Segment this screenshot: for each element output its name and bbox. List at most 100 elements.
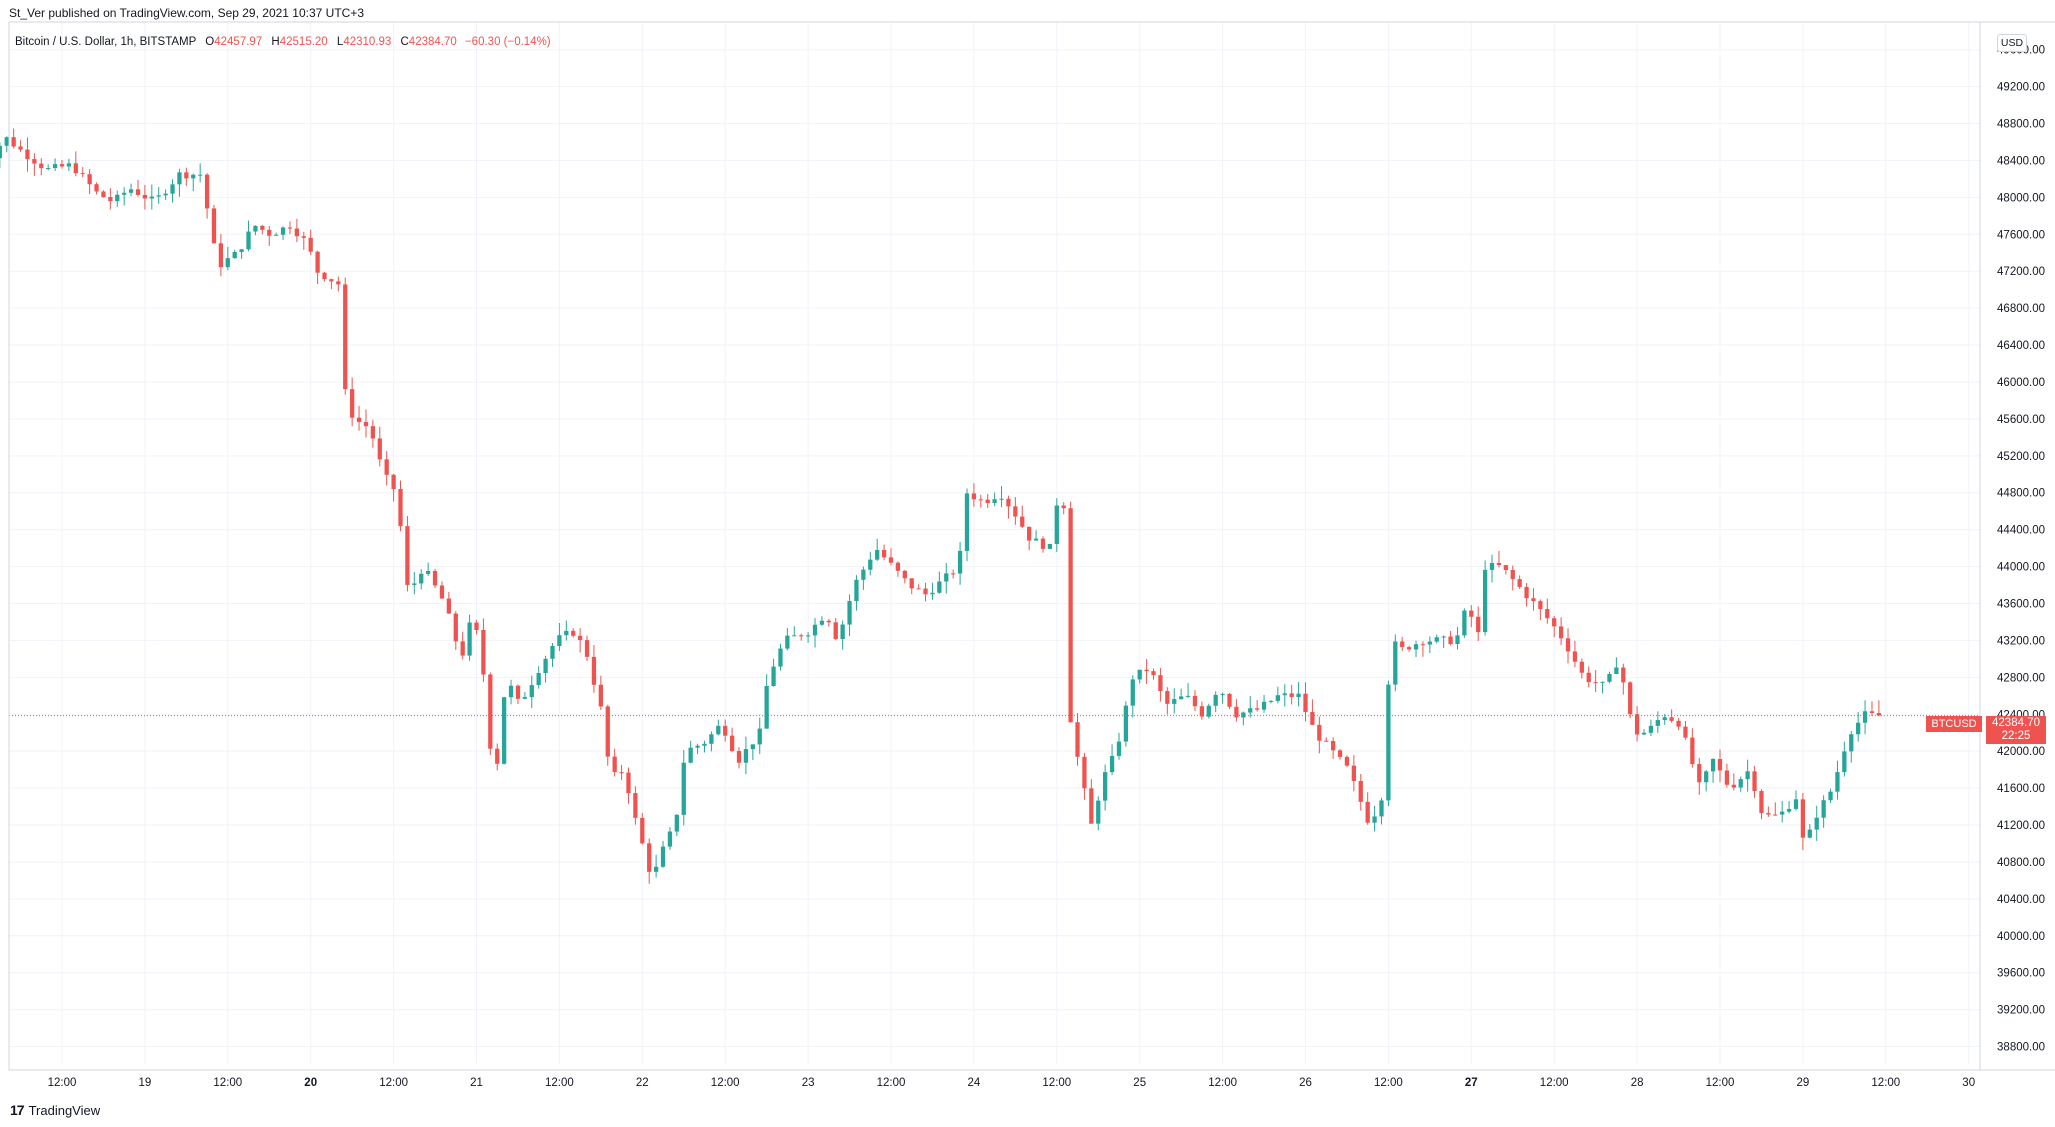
- candle-up: [1413, 644, 1419, 650]
- candle-up: [225, 258, 230, 268]
- price-tick-label: 45200.00: [1997, 451, 2045, 463]
- candle-up: [508, 685, 514, 698]
- candle-up: [1434, 637, 1439, 642]
- time-tick-label: 12:00: [1042, 1077, 1071, 1089]
- candle-down: [94, 184, 99, 192]
- candle-down: [1310, 712, 1315, 725]
- time-tick-label: 12:00: [48, 1077, 77, 1089]
- candle-down: [895, 562, 901, 571]
- candle-up: [1745, 771, 1750, 780]
- candle-down: [1192, 695, 1198, 707]
- price-tick-label: 42000.00: [1997, 746, 2045, 758]
- candle-down: [460, 641, 465, 656]
- candle-down: [1013, 506, 1018, 517]
- currency-button[interactable]: USD: [1997, 34, 2027, 52]
- tradingview-footer[interactable]: 17 TradingView: [10, 1102, 100, 1118]
- last-price-value: 42384.70: [1992, 717, 2040, 729]
- candle-down: [1476, 616, 1481, 633]
- candle-up: [1296, 693, 1301, 698]
- candle-down: [1227, 693, 1232, 707]
- candle-up: [1780, 811, 1785, 815]
- candle-down: [39, 163, 44, 169]
- candle-up: [1172, 699, 1177, 704]
- candle-up: [667, 831, 673, 847]
- candle-up: [426, 571, 431, 574]
- candle-down: [1634, 714, 1640, 735]
- price-tick-label: 47600.00: [1997, 229, 2045, 241]
- candle-down: [1690, 737, 1695, 765]
- candle-up: [757, 728, 762, 745]
- candle-down: [1358, 780, 1363, 802]
- candle-down: [1586, 672, 1591, 683]
- candle-down: [1724, 770, 1730, 785]
- price-tick-label: 46400.00: [1997, 340, 2045, 352]
- candle-down: [377, 438, 382, 460]
- candle-down: [1800, 799, 1806, 838]
- legend-symbol: Bitcoin / U.S. Dollar, 1h, BITSTAMP: [15, 36, 197, 48]
- candle-up: [0, 145, 2, 159]
- candle-up: [1641, 732, 1647, 735]
- candle-down: [87, 174, 92, 185]
- candle-down: [612, 756, 617, 773]
- legend-change: −60.30 (−0.14%): [464, 36, 551, 48]
- candle-up: [771, 666, 776, 686]
- price-tick-label: 49200.00: [1997, 82, 2045, 94]
- candle-up: [1282, 693, 1287, 696]
- candle-down: [1165, 691, 1170, 704]
- candle-down: [833, 622, 838, 640]
- candle-down: [1469, 610, 1474, 617]
- candle-up: [4, 137, 9, 146]
- time-tick-label: 12:00: [1871, 1077, 1900, 1089]
- candles-layer: [0, 128, 1882, 884]
- price-tick-label: 48000.00: [1997, 192, 2045, 204]
- candle-up: [1185, 695, 1191, 697]
- candle-up: [122, 192, 127, 195]
- candle-down: [301, 236, 306, 238]
- candle-up: [1220, 693, 1225, 695]
- price-tick-label: 39200.00: [1997, 1005, 2045, 1017]
- time-tick-label: 12:00: [1208, 1077, 1237, 1089]
- candle-down: [591, 656, 597, 685]
- candle-down: [1531, 598, 1536, 602]
- candle-up: [1179, 696, 1184, 700]
- candle-up: [52, 164, 58, 168]
- candle-down: [1006, 498, 1011, 507]
- candle-up: [1856, 722, 1861, 735]
- time-tick-label: 12:00: [1374, 1077, 1403, 1089]
- time-tick-label: 12:00: [711, 1077, 740, 1089]
- candle-up: [957, 550, 963, 574]
- candle-up: [1828, 791, 1833, 801]
- candle-down: [1752, 771, 1757, 792]
- candle-down: [1538, 601, 1543, 609]
- candle-up: [1130, 679, 1135, 706]
- ohlc-legend: Bitcoin / U.S. Dollar, 1h, BITSTAMP O424…: [15, 36, 551, 48]
- candle-down: [1020, 516, 1025, 527]
- candle-up: [1655, 720, 1660, 726]
- price-tick-label: 40400.00: [1997, 894, 2045, 906]
- candle-down: [826, 620, 831, 623]
- time-tick-label: 12:00: [545, 1077, 574, 1089]
- candle-up: [805, 635, 811, 637]
- time-axis: 12:00 19 12:00 20 12:00 21 12:00 22 12:00 23 12:00…: [48, 1077, 1975, 1089]
- candle-up: [847, 601, 852, 625]
- candle-down: [453, 613, 458, 642]
- candle-up: [198, 174, 203, 176]
- candle-up: [412, 583, 417, 585]
- candle-down: [888, 557, 894, 563]
- candle-down: [1669, 717, 1674, 721]
- candle-down: [204, 174, 210, 209]
- candle-down: [1144, 669, 1149, 672]
- candle-up: [274, 234, 279, 236]
- candle-down: [881, 549, 887, 558]
- time-tick-label: 12:00: [213, 1077, 242, 1089]
- candle-down: [1731, 784, 1736, 788]
- candle-down: [605, 706, 610, 757]
- price-tick-label: 46800.00: [1997, 303, 2045, 315]
- candle-up: [1123, 705, 1129, 742]
- candle-down: [1869, 711, 1875, 714]
- legend-low-value: 42310.93: [343, 36, 392, 48]
- candle-down: [1234, 706, 1239, 718]
- candle-down: [439, 585, 445, 599]
- candle-down: [1517, 579, 1522, 587]
